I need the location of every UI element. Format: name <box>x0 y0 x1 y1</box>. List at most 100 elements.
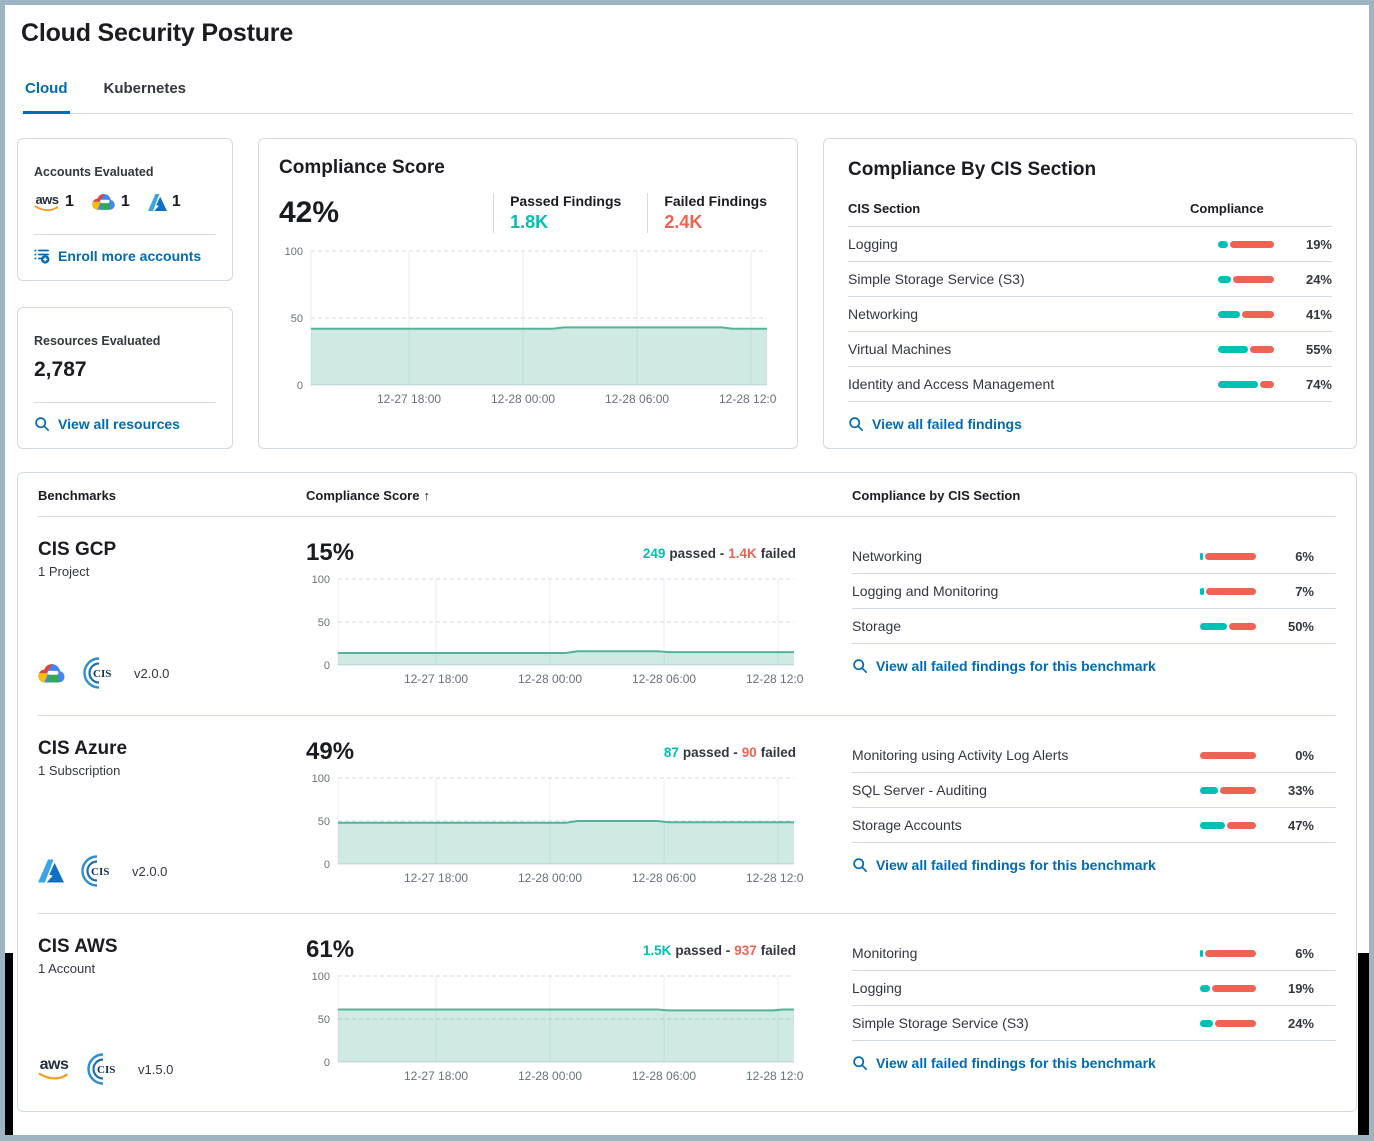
compliance-by-cis-section-column-header: Compliance by CIS Section <box>852 488 1021 503</box>
cis-section-row: Networking 6% <box>852 539 1336 574</box>
cis-section-name: Identity and Access Management <box>848 376 1055 392</box>
gcp-account-count: 1 <box>120 193 130 210</box>
compliance-bar <box>1218 240 1274 248</box>
cis-logo-icon: CIS <box>87 1053 115 1085</box>
svg-text:12-28 06:00: 12-28 06:00 <box>632 1069 696 1083</box>
svg-text:CIS: CIS <box>93 668 111 680</box>
view-all-failed-findings-link[interactable]: View all failed findings <box>848 416 1332 432</box>
benchmark-footer: CIS v2.0.0 <box>38 853 260 895</box>
compliance-percentage: 33% <box>1287 782 1314 798</box>
benchmark-section-list: Monitoring using Activity Log Alerts 0% … <box>852 738 1336 843</box>
passed-findings-label: Passed Findings <box>510 193 622 209</box>
benchmark-name: CIS GCP <box>38 539 117 560</box>
enroll-more-accounts-label: Enroll more accounts <box>58 247 202 264</box>
cis-section-row: Logging 19% <box>852 971 1336 1006</box>
provider-aws: aws 1 <box>34 193 74 212</box>
cis-section-row: Storage 50% <box>852 609 1336 644</box>
benchmark-subtitle: 1 Project <box>38 564 90 579</box>
enroll-more-accounts-link[interactable]: Enroll more accounts <box>34 248 216 264</box>
compliance-bar <box>1218 310 1274 318</box>
benchmark-subtitle: 1 Subscription <box>38 763 121 778</box>
compliance-bar <box>1200 622 1256 630</box>
svg-text:12-28 00:00: 12-28 00:00 <box>491 392 555 406</box>
failed-findings-stat: Failed Findings 2.4K <box>647 193 767 233</box>
cis-section-row: SQL Server - Auditing 33% <box>852 773 1336 808</box>
benchmark-section-list: Networking 6% Logging and Monitoring 7% … <box>852 539 1336 644</box>
cis-gcp-trend-chart: 0 50 100 12-27 18:00 12-28 00:00 12-28 06:00 1… <box>312 574 804 686</box>
compliance-percentage: 74% <box>1305 376 1332 392</box>
compliance-column-header: Compliance <box>1190 201 1264 216</box>
tab-kubernetes[interactable]: Kubernetes <box>103 80 187 97</box>
cis-section-row: Virtual Machines 55% <box>848 332 1332 367</box>
gcp-icon <box>38 663 65 683</box>
svg-text:12-28 12:00: 12-28 12:00 <box>719 392 777 406</box>
compliance-by-cis-section-card: Compliance By CIS Section CIS Section Co… <box>823 138 1357 449</box>
summary-cards-row: Accounts Evaluated aws 1 <box>17 138 1357 449</box>
tab-cloud[interactable]: Cloud <box>23 80 70 114</box>
svg-text:100: 100 <box>312 773 330 785</box>
cis-section-row: Monitoring using Activity Log Alerts 0% <box>852 738 1336 773</box>
cis-section-name: SQL Server - Auditing <box>852 782 987 798</box>
passed-findings-value: 1.8K <box>510 212 549 232</box>
view-failed-findings-benchmark-link[interactable]: View all failed findings for this benchm… <box>852 1055 1336 1071</box>
cis-section-row: Storage Accounts 47% <box>852 808 1336 843</box>
benchmark-footer: CIS v2.0.0 <box>38 655 260 697</box>
benchmark-score-cell: 61% 1.5K passed - 937 failed 0 50 100 12-27… <box>306 936 806 1093</box>
compliance-bar <box>1218 380 1274 388</box>
cis-section-name: Monitoring <box>852 945 918 961</box>
provider-counts: aws 1 <box>34 192 216 212</box>
svg-text:CIS: CIS <box>97 1064 115 1076</box>
svg-text:12-28 00:00: 12-28 00:00 <box>518 871 582 885</box>
cis-section-list: Logging 19% Simple Storage Service (S3) … <box>848 227 1332 402</box>
cis-section-row: Monitoring 6% <box>852 936 1336 971</box>
compliance-bar <box>1218 275 1274 283</box>
compliance-bar <box>1218 345 1274 353</box>
svg-text:12-27 18:00: 12-27 18:00 <box>404 871 468 885</box>
compliance-bar <box>1200 552 1256 560</box>
view-all-resources-label: View all resources <box>58 416 180 432</box>
benchmark-sections-cell: Networking 6% Logging and Monitoring 7% … <box>852 539 1336 697</box>
benchmark-sections-cell: Monitoring using Activity Log Alerts 0% … <box>852 738 1336 895</box>
passed-failed-summary: 87 passed - 90 failed <box>663 744 796 760</box>
compliance-bar <box>1200 984 1256 992</box>
compliance-percentage: 6% <box>1295 945 1314 961</box>
gcp-icon <box>92 193 115 210</box>
cis-section-column-header: CIS Section <box>848 201 921 216</box>
benchmarks-table-header: Benchmarks Compliance Score ↑ Compliance … <box>38 473 1336 517</box>
view-failed-findings-benchmark-link[interactable]: View all failed findings for this benchm… <box>852 857 1336 873</box>
cis-section-row: Logging 19% <box>848 227 1332 262</box>
resources-evaluated-title: Resources Evaluated <box>34 333 161 348</box>
compliance-percentage: 7% <box>1295 583 1314 599</box>
cis-section-name: Logging and Monitoring <box>852 583 999 599</box>
card-divider <box>34 402 216 403</box>
benchmark-version: v2.0.0 <box>134 665 170 681</box>
svg-text:12-27 18:00: 12-27 18:00 <box>377 392 441 406</box>
compliance-score-column-header[interactable]: Compliance Score ↑ <box>306 488 430 503</box>
cis-section-name: Storage <box>852 618 902 634</box>
cis-section-name: Simple Storage Service (S3) <box>848 271 1025 287</box>
benchmarks-column-header: Benchmarks <box>38 488 117 503</box>
svg-text:12-28 06:00: 12-28 06:00 <box>632 871 696 885</box>
cis-section-card-title: Compliance By CIS Section <box>848 159 1097 180</box>
svg-text:0: 0 <box>324 859 330 871</box>
benchmark-name: CIS AWS <box>38 936 118 957</box>
cis-section-row: Simple Storage Service (S3) 24% <box>852 1006 1336 1041</box>
cis-table-header: CIS Section Compliance <box>848 201 1332 227</box>
left-card-stack: Accounts Evaluated aws 1 <box>17 138 233 449</box>
aws-icon: aws <box>34 193 60 212</box>
view-all-resources-link[interactable]: View all resources <box>34 416 216 432</box>
benchmark-version: v1.5.0 <box>138 1061 174 1077</box>
cis-section-row: Networking 41% <box>848 297 1332 332</box>
passed-failed-summary: 1.5K passed - 937 failed <box>642 942 796 958</box>
azure-account-count: 1 <box>171 193 181 210</box>
view-failed-findings-benchmark-link[interactable]: View all failed findings for this benchm… <box>852 658 1336 674</box>
aws-account-count: 1 <box>65 193 74 210</box>
svg-text:12-27 18:00: 12-27 18:00 <box>404 672 468 686</box>
cis-logo-icon: CIS <box>83 657 111 689</box>
svg-text:100: 100 <box>312 971 330 983</box>
compliance-percentage: 50% <box>1287 618 1314 634</box>
benchmark-section-list: Monitoring 6% Logging 19% Simple Storage… <box>852 936 1336 1041</box>
compliance-bar <box>1200 786 1256 794</box>
accounts-evaluated-title: Accounts Evaluated <box>34 165 154 179</box>
cis-section-row: Simple Storage Service (S3) 24% <box>848 262 1332 297</box>
